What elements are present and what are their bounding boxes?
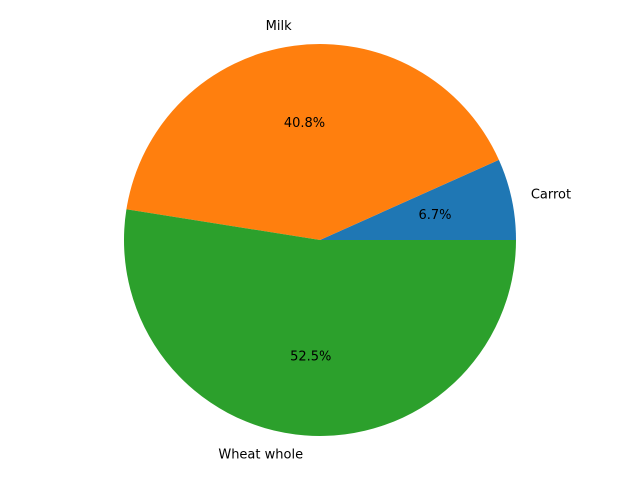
pie-slice-milk (126, 43, 499, 240)
pie-labels: Carrot 6.7% Milk 40.8% Wheat whole 52.5% (218, 19, 571, 463)
percent-label: 52.5% (290, 350, 331, 365)
pie-slice-carrot (320, 159, 516, 240)
category-label: Carrot (531, 187, 571, 202)
percent-label: 6.7% (418, 208, 451, 223)
pie-slice-wheat-whole (124, 209, 516, 436)
category-label: Wheat whole (218, 447, 303, 462)
percent-label: 40.8% (284, 116, 325, 131)
pie-slices (124, 43, 516, 436)
category-label: Milk (266, 19, 292, 34)
